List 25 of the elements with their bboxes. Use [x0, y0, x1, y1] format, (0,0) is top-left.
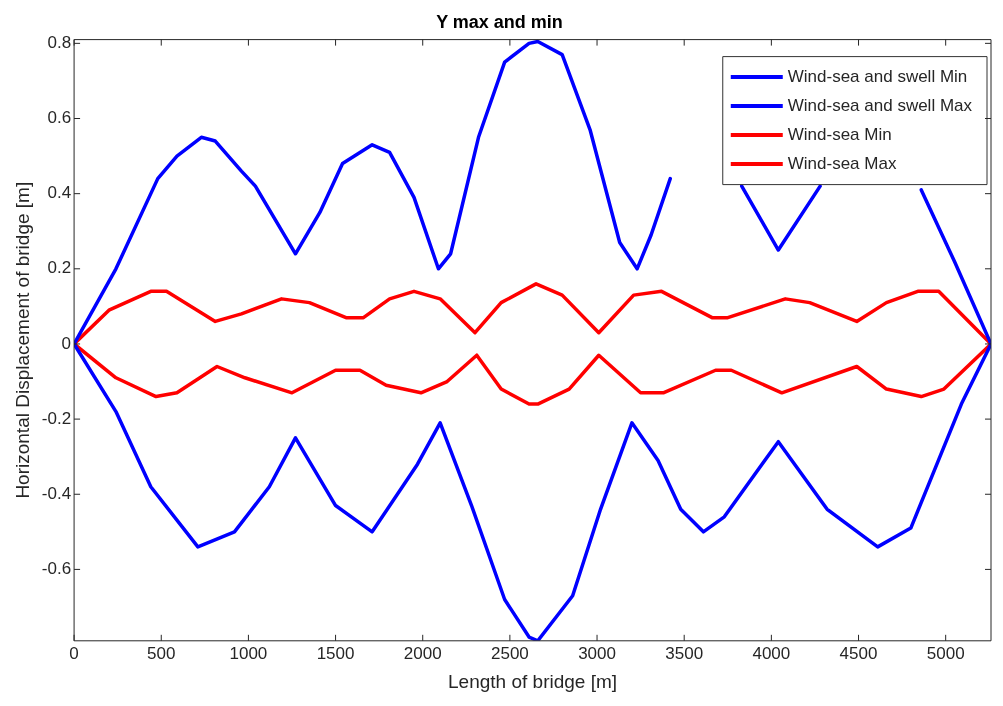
- x-tick-label: 3000: [578, 643, 616, 663]
- x-tick-label: 1500: [316, 643, 355, 663]
- legend-label: Wind-sea and swell Min: [787, 66, 968, 86]
- x-tick-label: 500: [147, 643, 176, 663]
- y-tick-label: -0.4: [41, 483, 72, 503]
- x-tick-label: 3500: [665, 643, 704, 663]
- y-tick-label: 0.2: [47, 258, 72, 278]
- legend-label: Wind-sea and swell Max: [787, 95, 973, 115]
- x-tick-label: 4000: [752, 643, 791, 663]
- y-tick-label: 0.4: [47, 183, 72, 203]
- legend-label: Wind-sea Max: [787, 153, 897, 173]
- y-tick-label: -0.6: [41, 559, 72, 579]
- y-axis-title: Horizontal Displacement of bridge [m]: [11, 181, 33, 499]
- y-tick-label: 0.8: [47, 33, 72, 53]
- legend-label: Wind-sea Min: [787, 124, 892, 144]
- x-axis-title: Length of bridge [m]: [448, 670, 618, 692]
- y-tick-label: 0: [61, 333, 72, 353]
- y-tick-label: 0.6: [47, 108, 72, 128]
- x-tick-label: 2500: [490, 643, 529, 663]
- y-tick-label: -0.2: [41, 408, 72, 428]
- x-tick-label: 5000: [926, 643, 965, 663]
- chart-title: Y max and min: [436, 11, 563, 32]
- x-tick-label: 4500: [839, 643, 878, 663]
- x-tick-label: 2000: [403, 643, 442, 663]
- x-tick-label: 1000: [229, 643, 268, 663]
